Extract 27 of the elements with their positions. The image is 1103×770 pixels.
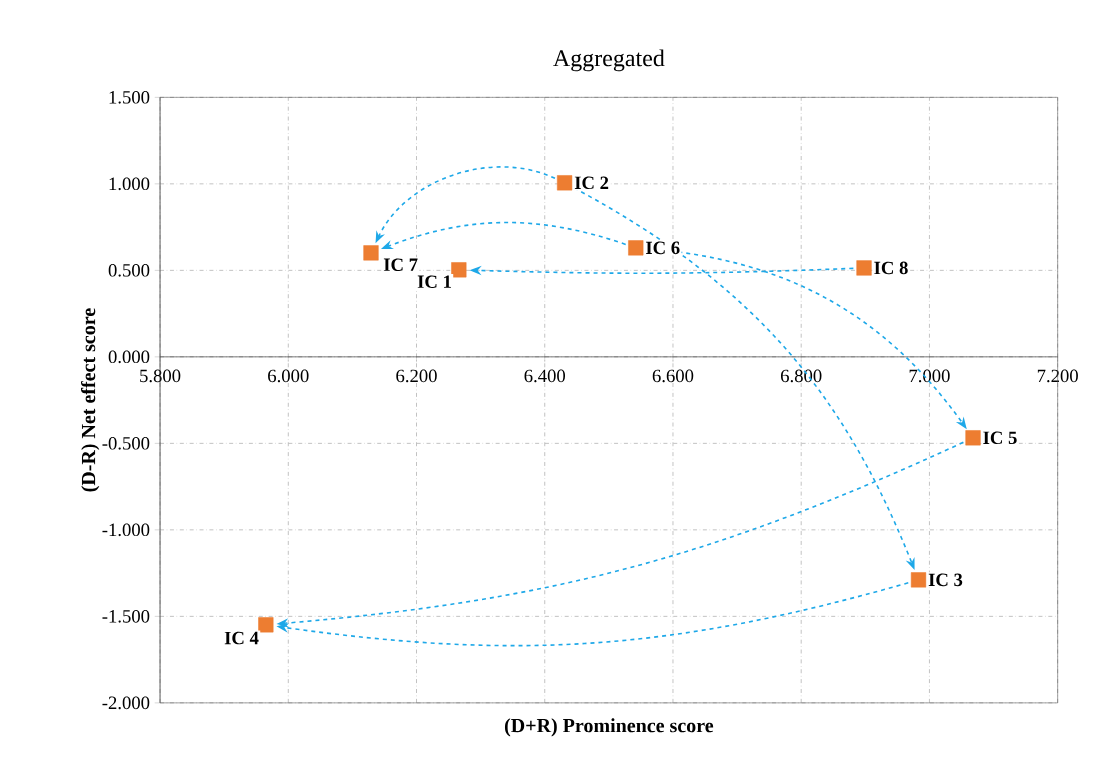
y-tick-label: -1.000 [102, 523, 150, 537]
x-tick-label: 5.800 [140, 369, 181, 383]
x-tick-label: 6.200 [396, 369, 437, 383]
y-tick-label: -2.000 [102, 696, 150, 710]
y-tick-label: 1.000 [109, 177, 150, 191]
y-tick-label: -0.500 [102, 437, 150, 450]
x-tick-label: 6.800 [780, 369, 822, 383]
series-label: IC 4 [224, 631, 259, 645]
x-tick-label: 6.400 [524, 369, 566, 383]
series-label: IC 5 [983, 431, 1017, 445]
y-tick-label: 0.500 [108, 264, 150, 277]
series-label: IC 1 [417, 275, 451, 289]
series-label: IC 3 [928, 573, 963, 587]
y-tick-label: 1.500 [109, 91, 150, 104]
y-tick-label: 0.000 [108, 350, 150, 364]
series-label: IC 6 [646, 241, 680, 255]
x-tick-label: 6.600 [652, 369, 694, 383]
series-label: IC 8 [874, 261, 908, 275]
y-axis-title: (D-R) Net effect score [80, 308, 100, 492]
y-tick-label: -1.500 [102, 610, 150, 623]
series-label: IC 2 [574, 176, 609, 190]
x-axis-title: (D+R) Prominence score [504, 718, 714, 737]
x-tick-label: 6.000 [268, 369, 309, 383]
x-tick-label: 7.200 [1037, 369, 1078, 383]
series-label: IC 7 [383, 258, 418, 272]
chart-title: Aggregated [553, 49, 665, 72]
x-tick-label: 7.000 [909, 369, 950, 383]
